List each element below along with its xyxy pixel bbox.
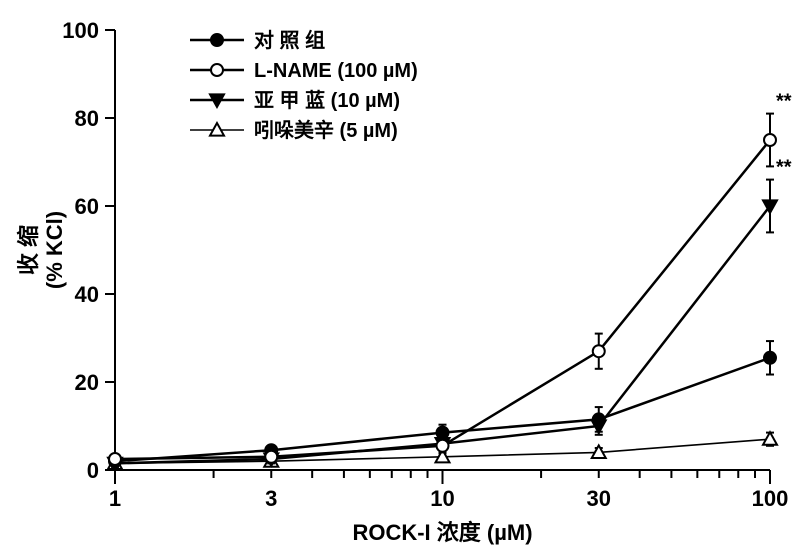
- sig-marker: **: [776, 91, 792, 113]
- y-tick-label: 100: [62, 18, 99, 43]
- y-axis-title-1: 收 缩: [16, 225, 41, 275]
- legend-label: 吲哚美辛 (5 µM): [254, 118, 398, 142]
- x-tick-label: 3: [265, 486, 277, 511]
- x-tick-label: 100: [752, 486, 789, 511]
- y-axis-title-2: (% KCl): [42, 211, 67, 289]
- legend-label: L-NAME (100 µM): [254, 60, 418, 82]
- y-tick-label: 0: [87, 458, 99, 483]
- legend-label: 对 照 组: [254, 28, 325, 52]
- x-tick-label: 10: [430, 486, 454, 511]
- sig-marker: **: [776, 157, 792, 179]
- y-tick-label: 60: [75, 194, 99, 219]
- y-tick-label: 80: [75, 106, 99, 131]
- y-tick-label: 20: [75, 370, 99, 395]
- legend-label: 亚 甲 蓝 (10 µM): [254, 89, 400, 112]
- x-axis-title: ROCK-I 浓度 (µM): [352, 520, 532, 545]
- dose-response-chart: 0 20 40 60 80 100 1 3 10 30 100 收 缩(% KCl) ROCK-I 浓度…: [0, 0, 800, 552]
- x-tick-label: 30: [587, 486, 611, 511]
- y-tick-label: 40: [75, 282, 99, 307]
- x-tick-label: 1: [109, 486, 121, 511]
